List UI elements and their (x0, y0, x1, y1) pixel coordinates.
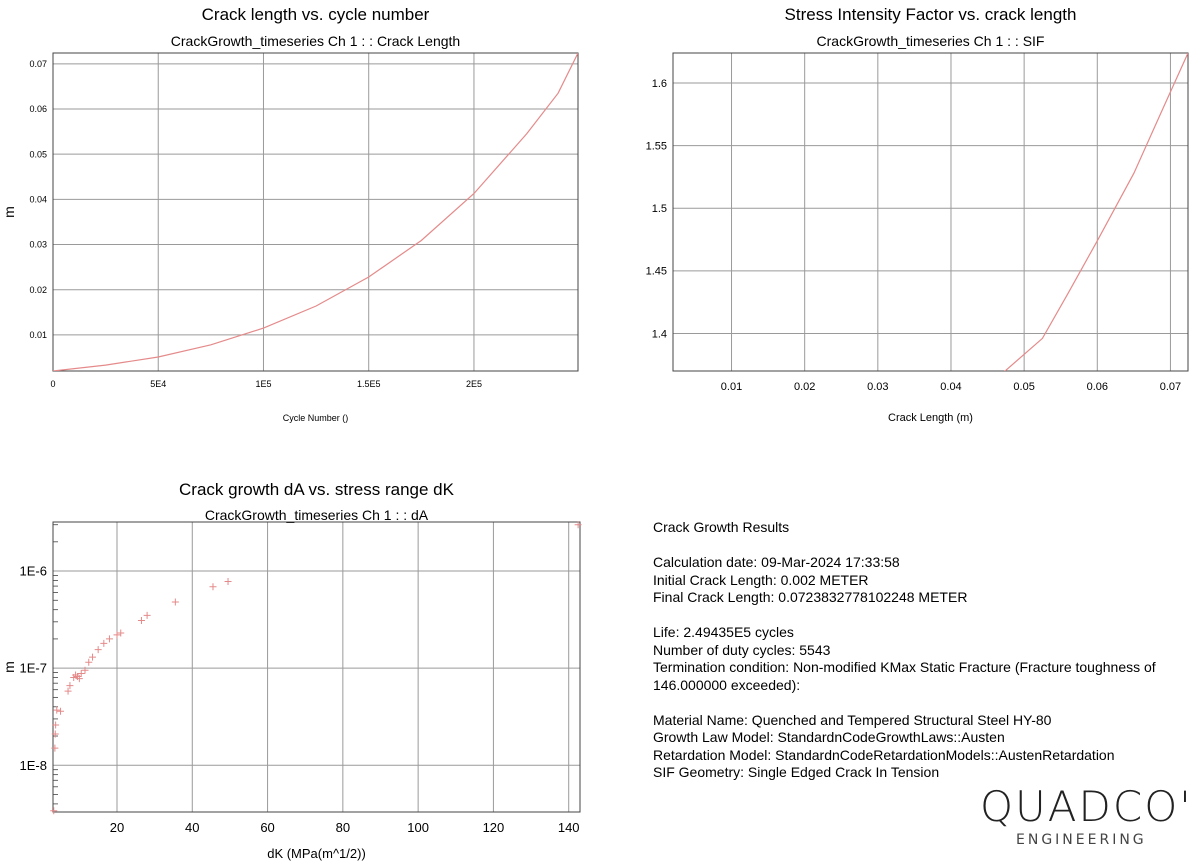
initial-crack-length: Initial Crack Length: 0.002 METER (653, 571, 869, 588)
x-tick-label: 40 (185, 820, 199, 835)
data-point (53, 706, 61, 714)
x-tick-label: 2E5 (466, 379, 482, 389)
data-point (75, 675, 83, 683)
results-heading: Crack Growth Results (653, 519, 790, 535)
data-point (100, 639, 108, 647)
data-point (113, 631, 121, 639)
data-point (81, 666, 89, 674)
y-tick-label: 1.55 (646, 140, 667, 152)
data-point (52, 721, 60, 729)
x-tick-label: 5E4 (150, 379, 166, 389)
x-tick-label: 0.03 (867, 381, 888, 393)
series-line (1004, 53, 1188, 371)
material-name: Material Name: Quenched and Tempered Str… (653, 711, 1052, 728)
chart-subtitle: CrackGrowth_timeseries Ch 1 : : SIF (817, 33, 1045, 49)
y-tick-label: 0.01 (29, 330, 47, 340)
plot-frame (52, 521, 581, 813)
data-point (574, 521, 582, 529)
data-point (209, 583, 217, 591)
data-point (57, 707, 65, 715)
y-tick-label: 0.02 (29, 285, 47, 295)
quadco-logo: QUADCO' ENGINEERING (978, 782, 1191, 852)
series-line (53, 53, 578, 371)
final-crack-length: Final Crack Length: 0.0723832778102248 M… (653, 589, 968, 605)
data-point (143, 611, 151, 619)
y-axis-label: m (1, 661, 17, 673)
termination-condition-cont: 146.000000 exceeded): (653, 676, 801, 693)
plot-frame (52, 52, 579, 372)
chart-title: Crack length vs. cycle number (202, 5, 430, 24)
x-axis-label: Cycle Number () (283, 413, 349, 423)
crack-growth-results-panel: Crack Growth Results Calculation date: 0… (653, 519, 1198, 782)
data-point (137, 616, 145, 624)
x-tick-label: 1E5 (255, 379, 271, 389)
retardation-model: Retardation Model: StandardnCodeRetardat… (653, 746, 1115, 763)
sif-geometry: SIF Geometry: Single Edged Crack In Tens… (653, 764, 940, 780)
data-point (64, 687, 72, 695)
y-tick-label: 1.6 (652, 78, 667, 90)
data-point (224, 578, 232, 586)
x-tick-label: 0.02 (794, 381, 815, 393)
data-point (117, 629, 125, 637)
x-tick-label: 140 (558, 820, 580, 835)
chart-subtitle: CrackGrowth_timeseries Ch 1 : : dA (205, 507, 429, 523)
chart-title: Crack growth dA vs. stress range dK (179, 480, 455, 499)
y-tick-label: 0.06 (29, 104, 47, 114)
x-tick-label: 0.01 (721, 381, 742, 393)
y-tick-label: 1.45 (646, 266, 667, 278)
growth-law-model: Growth Law Model: StandardnCodeGrowthLaw… (653, 729, 1005, 745)
life-cycles: Life: 2.49435E5 cycles (653, 624, 794, 640)
duty-cycles-count: Number of duty cycles: 5543 (653, 641, 831, 658)
x-tick-label: 0.04 (940, 381, 961, 393)
termination-condition: Termination condition: Non-modified KMax… (653, 659, 1156, 675)
calculation-date: Calculation date: 09-Mar-2024 17:33:58 (653, 554, 900, 570)
data-point (85, 658, 93, 666)
data-point (51, 730, 59, 738)
data-point (171, 598, 179, 606)
y-tick-label: 1.4 (652, 328, 667, 340)
x-tick-label: 60 (260, 820, 274, 835)
x-tick-label: 120 (483, 820, 505, 835)
plot-frame (672, 52, 1189, 372)
x-tick-label: 0.05 (1013, 381, 1034, 393)
x-tick-label: 100 (407, 820, 429, 835)
x-tick-label: 0 (50, 379, 55, 389)
y-tick-label: 0.04 (29, 195, 47, 205)
y-tick-label: 0.05 (29, 149, 47, 159)
data-point (94, 646, 102, 654)
x-tick-label: 1.5E5 (357, 379, 381, 389)
x-tick-label: 80 (336, 820, 350, 835)
data-point (77, 670, 85, 678)
logo-subtitle: ENGINEERING (1016, 832, 1147, 848)
data-point (105, 635, 113, 643)
chart-subtitle: CrackGrowth_timeseries Ch 1 : : Crack Le… (171, 33, 460, 49)
data-point (89, 653, 97, 661)
y-tick-label: 0.03 (29, 240, 47, 250)
x-axis-label: Crack Length (m) (888, 412, 973, 424)
y-tick-label: 0.07 (29, 59, 47, 69)
data-point (50, 807, 58, 815)
x-axis-label: dK (MPa(m^1/2)) (267, 846, 366, 861)
data-point (66, 682, 74, 690)
y-tick-label: 1E-8 (20, 758, 47, 773)
x-tick-label: 0.07 (1160, 381, 1181, 393)
y-tick-label: 1.5 (652, 203, 667, 215)
x-tick-label: 0.06 (1087, 381, 1108, 393)
y-tick-label: 1E-7 (20, 661, 47, 676)
logo-wordmark: QUADCO' (980, 782, 1193, 831)
y-axis-label: m (1, 206, 17, 218)
data-point (51, 744, 59, 752)
chart-title: Stress Intensity Factor vs. crack length (785, 5, 1077, 24)
y-tick-label: 1E-6 (20, 564, 47, 579)
x-tick-label: 20 (110, 820, 124, 835)
